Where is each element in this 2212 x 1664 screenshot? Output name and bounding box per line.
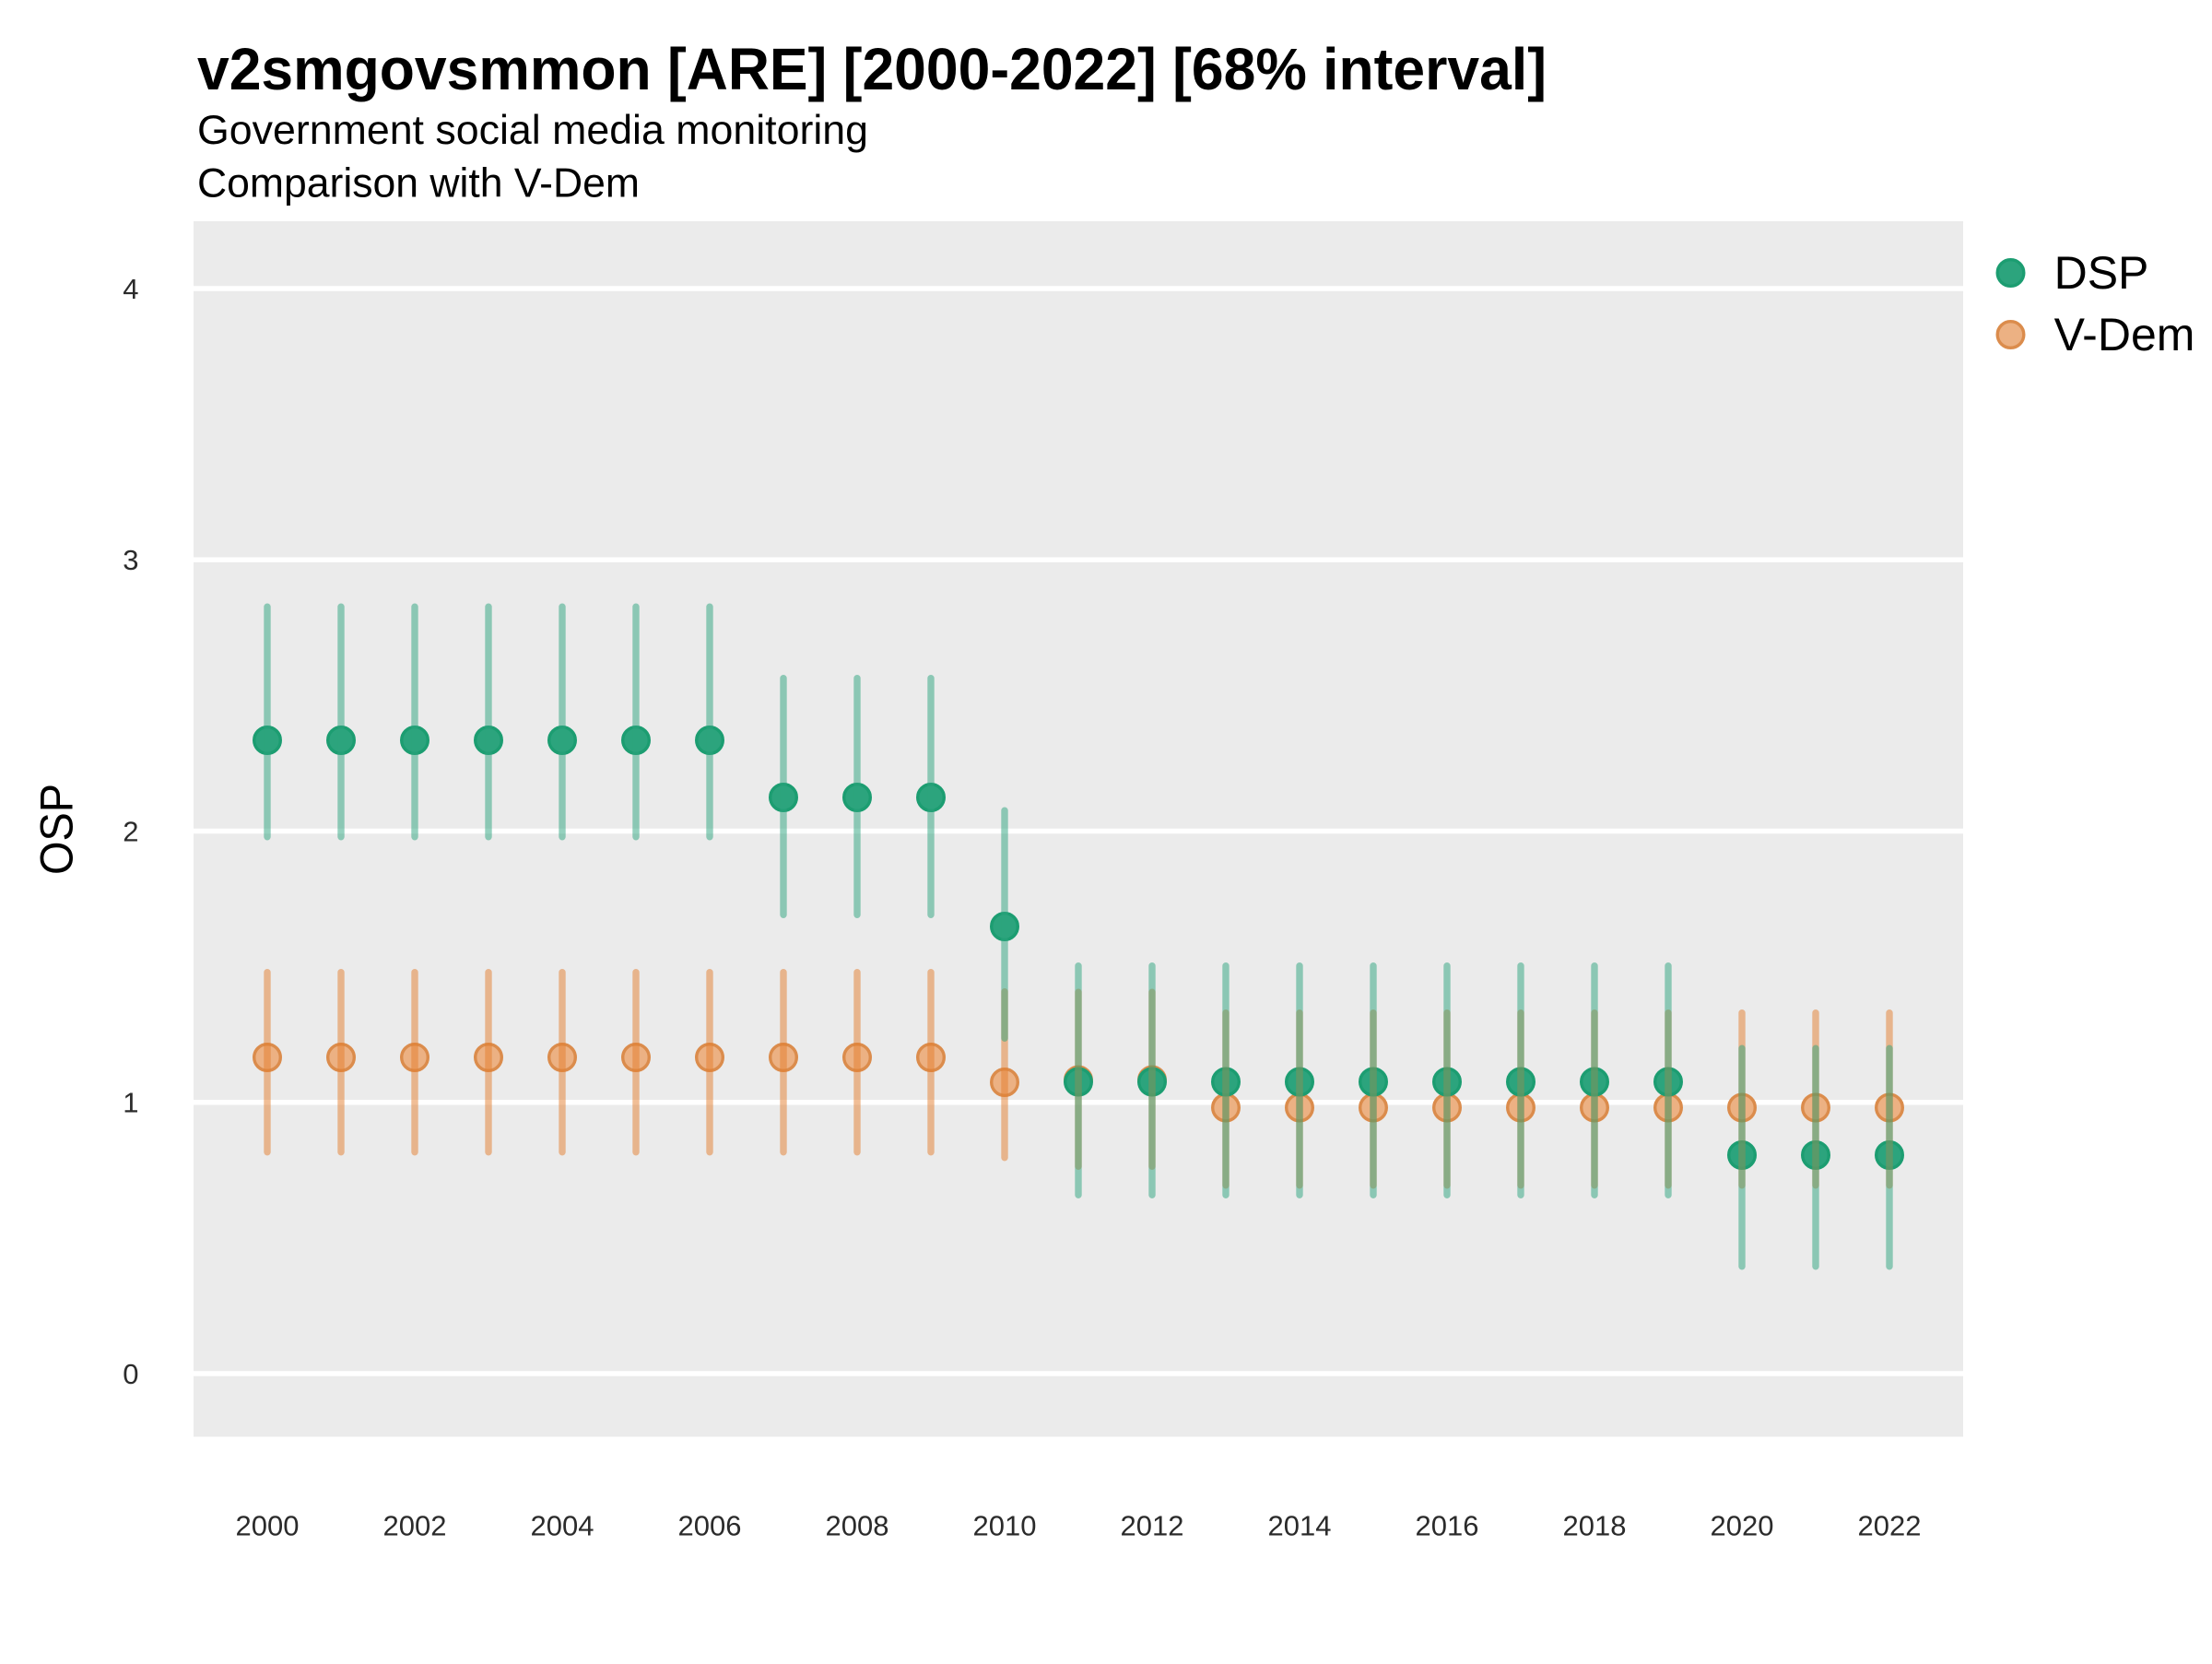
svg-text:2014: 2014 [1268, 1510, 1332, 1542]
svg-text:2008: 2008 [826, 1510, 889, 1542]
svg-text:2006: 2006 [678, 1510, 742, 1542]
svg-text:DSP: DSP [2054, 247, 2149, 299]
svg-text:4: 4 [123, 273, 138, 305]
svg-text:2000: 2000 [236, 1510, 300, 1542]
svg-text:3: 3 [123, 544, 138, 576]
svg-text:2020: 2020 [1711, 1510, 1774, 1542]
svg-text:V-Dem: V-Dem [2054, 309, 2195, 360]
svg-text:2: 2 [123, 815, 138, 847]
svg-text:Comparison with V-Dem: Comparison with V-Dem [197, 161, 640, 207]
svg-text:2022: 2022 [1858, 1510, 1922, 1542]
svg-text:2002: 2002 [383, 1510, 447, 1542]
svg-text:2004: 2004 [531, 1510, 594, 1542]
svg-text:2016: 2016 [1416, 1510, 1479, 1542]
svg-text:2010: 2010 [973, 1510, 1037, 1542]
svg-text:OSP: OSP [31, 784, 83, 875]
svg-text:2012: 2012 [1121, 1510, 1184, 1542]
svg-text:2018: 2018 [1563, 1510, 1627, 1542]
svg-text:1: 1 [123, 1087, 138, 1119]
svg-text:Government social media monito: Government social media monitoring [197, 108, 868, 153]
svg-text:0: 0 [123, 1358, 138, 1390]
svg-text:v2smgovsmmon [ARE] [2000-2022]: v2smgovsmmon [ARE] [2000-2022] [68% inte… [197, 36, 1547, 102]
